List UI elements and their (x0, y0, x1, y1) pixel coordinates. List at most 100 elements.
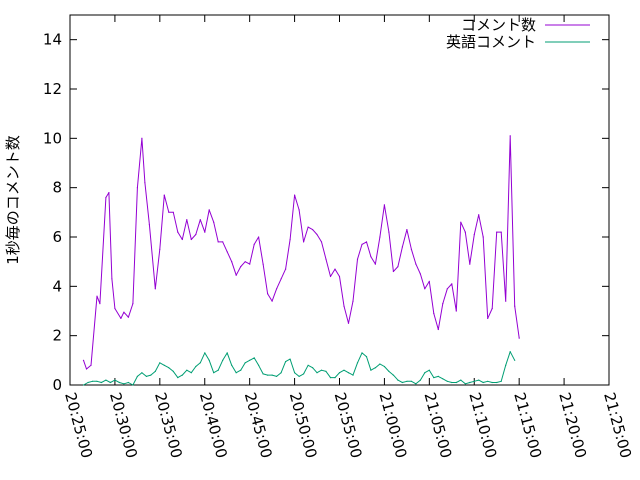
data-point (442, 378, 444, 380)
x-tick-label: 20:55:00 (331, 390, 366, 460)
data-point (424, 288, 426, 290)
data-point (289, 358, 291, 360)
data-point (177, 377, 179, 379)
data-point (379, 236, 381, 238)
data-point (148, 224, 150, 226)
data-point (415, 383, 417, 385)
series-line (83, 351, 516, 386)
data-point (397, 379, 399, 381)
data-point (222, 359, 224, 361)
data-point (154, 370, 156, 372)
x-tick-label: 21:20:00 (555, 390, 590, 460)
data-point (132, 384, 134, 386)
data-point (338, 275, 341, 278)
data-point (419, 379, 421, 381)
data-point (410, 380, 412, 382)
data-point (105, 379, 107, 381)
data-point (240, 266, 242, 268)
data-point (312, 229, 314, 231)
data-point (460, 379, 462, 381)
x-tick-label: 21:15:00 (510, 390, 545, 460)
data-point (406, 380, 408, 382)
data-point (401, 246, 403, 248)
data-point (365, 241, 368, 243)
data-point (392, 270, 394, 273)
data-point (518, 337, 520, 339)
data-point (316, 233, 318, 236)
series-1 (82, 351, 516, 386)
data-point (298, 209, 300, 211)
data-point (105, 196, 107, 199)
data-point (118, 381, 120, 384)
data-point (168, 211, 170, 213)
data-point (181, 374, 183, 376)
x-tick-label: 20:25:00 (61, 390, 96, 460)
data-point (177, 231, 179, 233)
data-point (208, 359, 210, 361)
data-point (111, 278, 113, 280)
data-point (491, 307, 493, 310)
data-point (437, 328, 439, 331)
data-point (451, 381, 453, 384)
data-point (82, 384, 85, 386)
data-point (401, 381, 403, 384)
data-point (334, 268, 336, 270)
data-point (496, 381, 498, 384)
data-point (428, 280, 430, 282)
data-point (356, 362, 359, 364)
data-point (406, 229, 408, 231)
data-point (473, 380, 475, 382)
data-point (244, 362, 246, 364)
data-point (397, 266, 399, 268)
series-line (83, 135, 520, 370)
data-point (500, 231, 502, 233)
data-point (334, 377, 336, 379)
data-point (343, 305, 345, 307)
data-point (482, 236, 484, 238)
data-point (469, 381, 471, 384)
data-point (433, 377, 435, 379)
data-point (374, 263, 376, 265)
data-point (186, 369, 188, 371)
y-axis-label: 1秒毎のコメント数 (4, 135, 22, 265)
data-point (455, 310, 457, 312)
data-point (99, 303, 101, 305)
data-point (379, 363, 381, 365)
data-point (195, 233, 197, 236)
data-point (249, 359, 251, 361)
legend-label: コメント数 (461, 16, 536, 34)
data-point (213, 221, 215, 223)
series-0 (82, 135, 520, 370)
data-point (460, 221, 462, 223)
data-point (307, 226, 309, 228)
data-point (199, 219, 201, 221)
data-point (204, 352, 206, 354)
data-point (505, 300, 507, 302)
data-point (356, 258, 359, 260)
data-point (446, 288, 448, 290)
data-point (473, 233, 475, 236)
data-point (298, 375, 300, 377)
data-point (154, 288, 156, 290)
data-point (509, 351, 511, 353)
data-point (280, 372, 282, 374)
data-point (240, 369, 242, 371)
data-point (168, 367, 170, 369)
data-point (280, 278, 282, 280)
x-tick-label: 20:35:00 (151, 390, 186, 460)
data-point (455, 381, 457, 384)
data-point (96, 295, 98, 297)
data-point (424, 372, 426, 374)
data-point (108, 192, 110, 194)
data-point (87, 381, 89, 384)
series-layer (82, 135, 520, 386)
data-point (289, 238, 291, 241)
data-point (464, 231, 466, 233)
data-point (186, 219, 188, 221)
data-point (347, 322, 350, 324)
data-point (145, 375, 147, 377)
data-point (163, 194, 165, 196)
data-point (109, 381, 111, 384)
data-point (442, 303, 444, 305)
data-point (100, 381, 102, 384)
